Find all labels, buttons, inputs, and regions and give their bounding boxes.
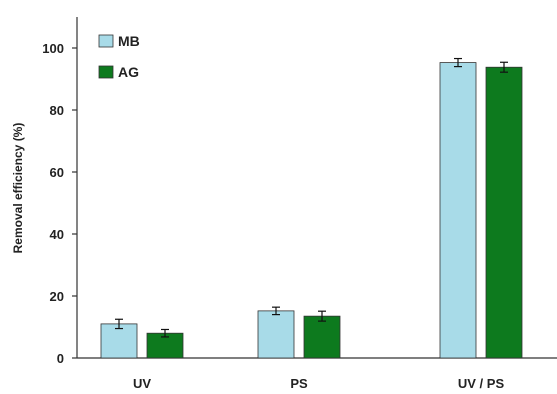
bar-mb-1 — [100, 323, 138, 359]
legend: MB AG — [98, 33, 140, 80]
legend-label-ag: AG — [118, 64, 139, 80]
y-axis-ticks: 0 20 40 60 80 100 — [42, 41, 77, 366]
legend-swatch-mb — [98, 34, 114, 48]
y-axis-title: Removal efficiency (%) — [11, 123, 25, 254]
y-tick-label: 40 — [50, 227, 64, 242]
x-tick-label: UV — [133, 376, 151, 391]
bar-mb-3 — [439, 62, 477, 359]
y-tick-label: 60 — [50, 165, 64, 180]
bar-ag-3 — [485, 66, 523, 359]
bar-mb-2 — [257, 310, 295, 359]
y-tick-label: 80 — [50, 103, 64, 118]
y-tick-label: 100 — [42, 41, 64, 56]
bars — [100, 57, 523, 359]
legend-label-mb: MB — [118, 33, 140, 49]
x-tick-label: PS — [290, 376, 308, 391]
y-tick-label: 0 — [57, 351, 64, 366]
legend-swatch-ag — [98, 65, 114, 79]
x-axis-tick-labels: UV PS UV / PS — [133, 376, 504, 391]
bar-ag-2 — [303, 315, 341, 359]
y-tick-label: 20 — [50, 289, 64, 304]
x-tick-label: UV / PS — [458, 376, 505, 391]
plot-area — [76, 17, 557, 359]
